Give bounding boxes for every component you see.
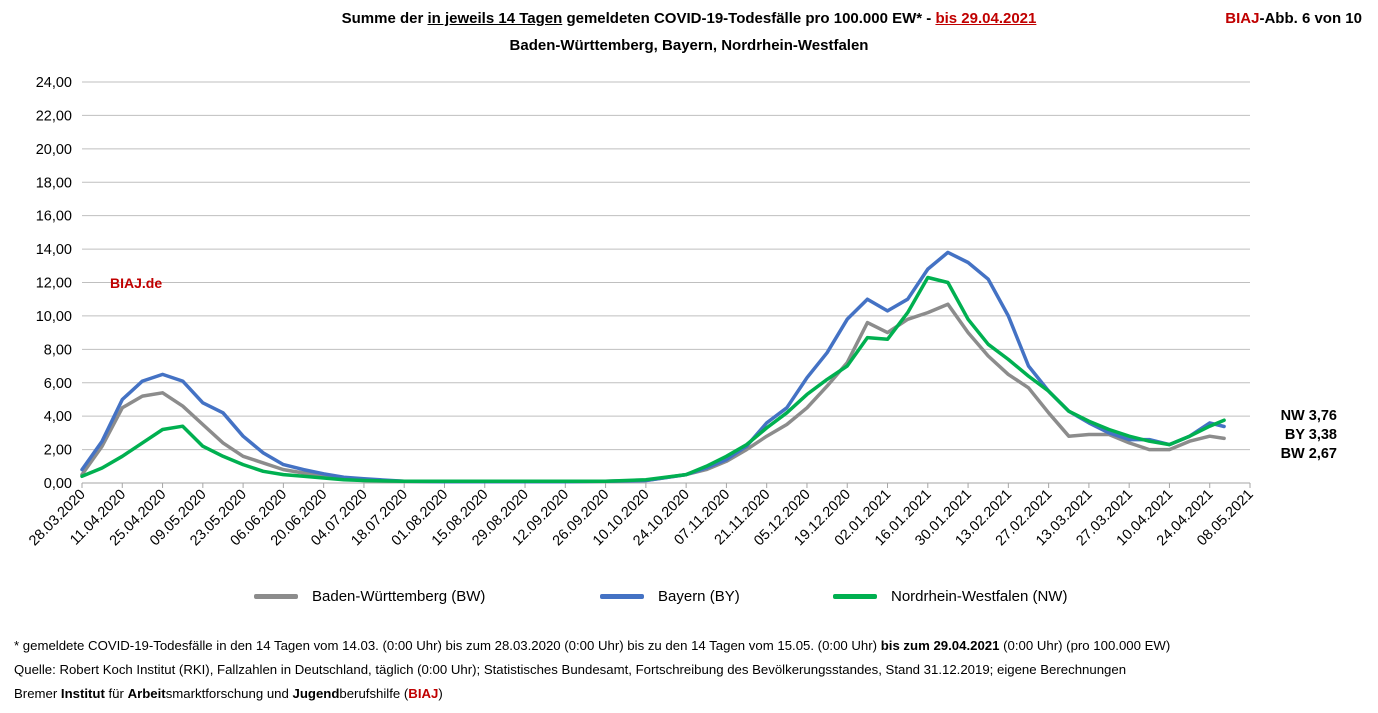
legend-swatch	[600, 594, 644, 599]
footnote-fragment: für	[104, 686, 128, 701]
footnote-source: Quelle: Robert Koch Institut (RKI), Fall…	[14, 662, 1127, 677]
footnote-fragment: Jugend	[292, 686, 340, 701]
series-line-bw	[80, 302, 1226, 484]
footnote-fragment: BIAJ	[408, 686, 439, 701]
y-tick-label: 20,00	[36, 142, 72, 158]
legend-label: Baden-Württemberg (BW)	[312, 588, 486, 605]
footnote-definition: * gemeldete COVID-19-Todesfälle in den 1…	[14, 638, 1171, 653]
y-tick-label: 24,00	[36, 75, 72, 91]
gridlines	[82, 81, 1250, 484]
y-tick-label: 2,00	[44, 443, 72, 459]
y-tick-label: 14,00	[36, 242, 72, 258]
y-tick-label: 10,00	[36, 309, 72, 325]
y-tick-label: 8,00	[44, 342, 72, 358]
footnote-fragment: Institut	[60, 686, 105, 701]
y-tick-label: 12,00	[36, 276, 72, 292]
x-axis: 28.03.202011.04.202025.04.202009.05.2020…	[26, 483, 1257, 549]
legend-item: Baden-Württemberg (BW)	[254, 588, 485, 605]
legend-swatch	[254, 594, 298, 599]
footnote-fragment: smarktforschung und	[165, 686, 293, 701]
legend-label: Nordrhein-Westfalen (NW)	[891, 588, 1068, 605]
legend-label: Bayern (BY)	[658, 588, 740, 605]
y-tick-label: 4,00	[44, 409, 72, 425]
y-axis: 0,00 2,00 4,00 6,00 8,00 10,00 12,00 14,00 16,00…	[36, 75, 72, 492]
figure-number: BIAJ-Abb. 6 von 10	[1225, 10, 1362, 27]
footnote-institute: Bremer Institut für Arbeitsmarktforschun…	[14, 686, 443, 701]
y-tick-label: 6,00	[44, 376, 72, 392]
footnote-fragment: Arbeit	[127, 686, 166, 701]
line-chart: 0,00 2,00 4,00 6,00 8,00 10,00 12,00 14,00 16,00…	[26, 75, 1337, 549]
legend: Baden-Württemberg (BW) Bayern (BY) Nordrhe…	[0, 588, 1378, 610]
chart-title: Summe der in jeweils 14 Tagen gemeldeten…	[341, 10, 1037, 27]
footnote-fragment: )	[438, 686, 443, 701]
watermark-text: BIAJ.de	[110, 275, 162, 291]
y-tick-label: 0,00	[44, 476, 72, 492]
series-line-by	[80, 250, 1226, 484]
footnote-fragment: Bremer	[14, 686, 61, 701]
end-labels: NW 3,76 BY 3,38 BW 2,67	[1281, 408, 1337, 462]
end-label: NW 3,76	[1281, 408, 1337, 424]
legend-item: Nordrhein-Westfalen (NW)	[833, 588, 1067, 605]
series-line-nw	[80, 275, 1226, 484]
series-lines	[80, 250, 1226, 484]
y-tick-label: 22,00	[36, 108, 72, 124]
y-tick-label: 18,00	[36, 175, 72, 191]
footnote-fragment: berufshilfe (	[339, 686, 409, 701]
chart-subtitle: Baden-Württemberg, Bayern, Nordrhein-Wes…	[509, 37, 869, 54]
legend-item: Bayern (BY)	[600, 588, 740, 605]
end-label: BW 2,67	[1281, 446, 1337, 462]
end-label: BY 3,38	[1285, 427, 1337, 443]
legend-swatch	[833, 594, 877, 599]
y-tick-label: 16,00	[36, 209, 72, 225]
